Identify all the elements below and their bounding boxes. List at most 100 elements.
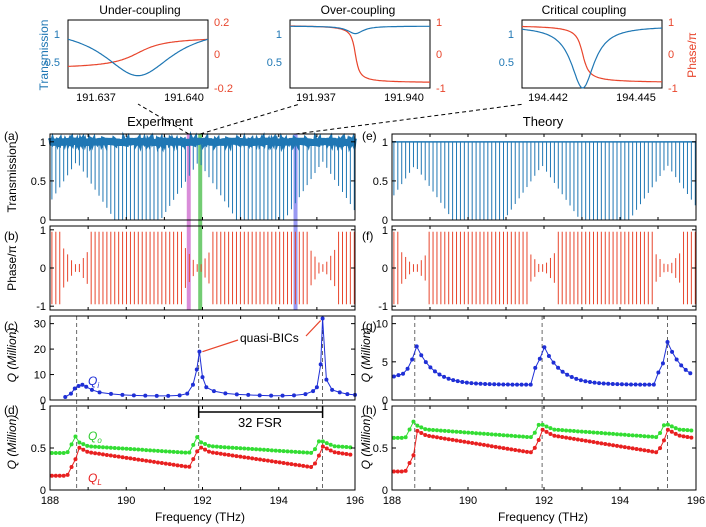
- panel-d-series-point-0: [348, 445, 353, 450]
- panel-g-qi-point: [501, 382, 506, 387]
- panel-c-qi-point: [190, 382, 195, 387]
- panel-h-series-point-1: [505, 446, 510, 451]
- panel-h-series-point-1: [591, 440, 596, 445]
- panel-c-qi-point: [320, 316, 325, 321]
- panel-d-series-point-0: [69, 442, 74, 447]
- panel-g-qi-point: [510, 382, 515, 387]
- panel-d-series-point-1: [222, 452, 227, 457]
- panel-g-frame: [391, 315, 697, 401]
- panel-h-series-point-0: [540, 422, 545, 427]
- panel-d-series-point-1: [238, 454, 243, 459]
- panel-c-qi-point: [89, 387, 94, 392]
- panel-d-series-point-0: [53, 451, 58, 456]
- panel-d-series-point-1: [108, 453, 113, 458]
- panel-b-ytick-label: 1: [40, 225, 46, 237]
- panel-d-series-point-1: [234, 454, 239, 459]
- panel-d-series-point-1: [340, 451, 345, 456]
- panel-h-series-point-0: [603, 431, 608, 436]
- panel-c-qi-point: [97, 390, 102, 395]
- inset-over-plot-phase: [290, 25, 430, 83]
- panel-f-phase: -1 0 1: [378, 225, 697, 313]
- panel-g-qi-point: [469, 381, 474, 386]
- panel-d-series-point-1: [297, 463, 302, 468]
- panel-h-series-point-0: [442, 428, 447, 433]
- panel-d-series-point-1: [273, 459, 278, 464]
- panel-g-qi-point: [651, 382, 656, 387]
- panel-d-series-point-1: [269, 459, 274, 464]
- panel-g-qi-point: [633, 382, 638, 387]
- highlight-band-0: [186, 134, 191, 310]
- inset-under-y2tick-0: -0.2: [214, 83, 233, 95]
- panel-d-series-point-0: [73, 434, 78, 439]
- qo-label-sub: o: [97, 436, 102, 445]
- panel-d-series-point-0: [89, 444, 94, 449]
- panel-h-series-point-0: [423, 427, 428, 432]
- panel-g-qi-point: [674, 357, 679, 362]
- panel-d-qo-ql: 0 0.5 1 188 190 192 194 196: [31, 401, 364, 507]
- panel-d-series-point-1: [124, 455, 129, 460]
- inset-under-xtick-1: 191.640: [164, 92, 204, 104]
- panel-h-series-point-1: [513, 448, 518, 453]
- panel-h-series-point-0: [501, 433, 506, 438]
- panel-h-series-point-1: [419, 430, 424, 435]
- panel-h-series-point-0: [669, 424, 674, 429]
- panel-h-xtick-label: 194: [611, 495, 629, 507]
- panel-c-qi-point: [292, 393, 296, 398]
- panel-h-series-point-1: [583, 438, 588, 443]
- column-title-experiment: Experiment: [127, 114, 193, 129]
- panel-d-series-point-0: [226, 445, 231, 450]
- column-title-theory: Theory: [523, 114, 564, 129]
- panel-h-series-point-1: [587, 439, 592, 444]
- panel-d-series-point-0: [85, 443, 90, 448]
- panel-h-xlabel: Frequency (THz): [498, 510, 588, 524]
- panel-h-series-point-0: [493, 432, 498, 437]
- panel-c-ylabel: Q (Million): [5, 328, 19, 383]
- highlight-band-1: [198, 134, 203, 310]
- panel-g-qi-point: [401, 371, 406, 376]
- panel-h-series-point-1: [391, 469, 396, 474]
- panel-h-series-point-1: [485, 443, 490, 448]
- panel-h-series-point-1: [399, 469, 404, 474]
- panel-c-qi-point: [80, 382, 85, 387]
- panel-h-series-point-1: [474, 441, 479, 446]
- panel-d-series-point-1: [144, 458, 149, 463]
- panel-d-series-point-1: [199, 445, 204, 450]
- panel-d-series-point-0: [97, 444, 102, 449]
- panel-a-ytick-label: 1: [40, 137, 46, 149]
- panel-h-series-point-1: [462, 439, 467, 444]
- panel-d-series-point-0: [277, 448, 282, 453]
- panel-h-series-point-1: [544, 429, 549, 434]
- qi-series-label: Qi: [88, 374, 99, 390]
- panel-d-series-point-1: [281, 460, 286, 465]
- panel-d-series-point-1: [206, 449, 211, 454]
- panel-c-qi-point: [303, 392, 308, 397]
- inset-under-ytick-0: 0.5: [45, 57, 60, 69]
- panel-h-series-point-0: [466, 430, 471, 435]
- panel-h-series-point-0: [552, 427, 557, 432]
- panel-g-qi-point: [587, 380, 592, 385]
- panel-h-series-point-0: [446, 429, 451, 434]
- panel-d-series-point-1: [261, 458, 266, 463]
- panel-g-qi-point: [464, 380, 469, 385]
- panel-d-series-point-0: [152, 448, 157, 453]
- panel-c-qi: 0 10 20 30: [34, 315, 357, 490]
- panel-g-qi-point: [396, 373, 401, 378]
- panel-h-series-point-1: [650, 449, 655, 454]
- panel-d-series-point-0: [281, 449, 286, 454]
- qo-label-main: Q: [88, 429, 97, 443]
- panel-g-qi-point: [446, 376, 451, 381]
- panel-d-series-point-0: [309, 450, 314, 455]
- inset-over-frame: [289, 19, 431, 89]
- panel-h-series-point-0: [646, 434, 651, 439]
- panel-d-series-point-0: [238, 446, 243, 451]
- panel-h-series-point-1: [458, 439, 463, 444]
- panel-g-qi-point: [414, 344, 419, 349]
- panel-d-series-point-0: [297, 450, 302, 455]
- panel-h-series-point-0: [505, 433, 510, 438]
- panel-g-qi-point: [583, 379, 588, 384]
- panel-h-series-point-0: [665, 422, 670, 427]
- panel-h-series-point-0: [474, 431, 479, 436]
- panel-h-series-point-0: [454, 429, 459, 434]
- panel-g-ytick-label: 5: [382, 357, 388, 369]
- panel-c-qi-point: [337, 390, 342, 395]
